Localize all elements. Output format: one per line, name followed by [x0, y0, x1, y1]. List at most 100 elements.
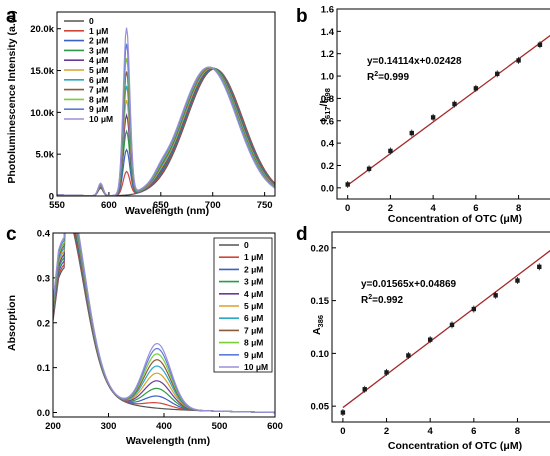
legend-entry: 4 μM: [244, 289, 263, 299]
d-data-point: [515, 278, 520, 283]
legend-entry: 1 μM: [89, 26, 108, 36]
b-data-point: [473, 86, 479, 91]
b-ytick-label: 1.6: [321, 5, 334, 16]
x-axis-label-c: Wavelength (nm): [126, 435, 210, 447]
d-data-point: [362, 387, 367, 392]
b-data-point: [345, 182, 350, 187]
y-axis-label-b-text: I617/I698: [318, 88, 332, 122]
a-xtick-label: 700: [205, 200, 221, 211]
legend-entry: 3 μM: [89, 45, 108, 55]
d-ytick-label: 0.05: [311, 402, 330, 413]
b-data-point: [430, 115, 436, 120]
panel-b: b Concentration of OTC (μM) I617/I698 0 2…: [296, 5, 550, 225]
b-xtick-label: 8: [516, 203, 521, 214]
b-xtick-label: 6: [473, 203, 478, 214]
d-xtick-label: 4: [428, 426, 434, 437]
c-ytick-label: 0.3: [37, 273, 50, 284]
c-xtick-label: 200: [45, 421, 61, 432]
legend-entry: 10 μM: [244, 362, 268, 372]
c-ytick-label: 0.0: [37, 408, 50, 419]
legend-entry: 6 μM: [244, 313, 263, 323]
plot-frame-c: [52, 232, 276, 418]
b-ytick-label: 0.4: [321, 139, 335, 150]
plot-frame-a: [56, 11, 276, 197]
b-data-point: [366, 166, 372, 172]
d-data-point: [449, 322, 455, 328]
legend-entry: 7 μM: [244, 325, 263, 335]
b-ytick-label: 1.0: [321, 72, 334, 83]
r-squared-d: R2=0.992: [361, 294, 403, 306]
d-data-point: [427, 337, 433, 342]
legend-a: 01 μM2 μM3 μM4 μM5 μM6 μM7 μM8 μM9 μM10 …: [64, 16, 113, 124]
d-data-point: [384, 370, 389, 375]
a-ytick-label: 20.0k: [30, 24, 54, 35]
c-xtick-label: 400: [156, 421, 172, 432]
panel-d: d Concentration of OTC (μM) A386 0246810…: [296, 224, 550, 452]
panel-letter-c: c: [6, 224, 17, 245]
legend-entry: 1 μM: [244, 252, 263, 262]
legend-entry: 0: [89, 16, 94, 26]
y-axis-label-c: Absorption: [6, 295, 18, 351]
y-axis-label-a: Photoluminescence Intensity (a.u.): [6, 10, 18, 183]
pl-curve: [57, 27, 275, 196]
legend-entry: 2 μM: [244, 264, 263, 274]
a-ytick-label: 0: [49, 192, 54, 203]
y-axis-label-d: A386: [311, 315, 325, 335]
legend-entry: 6 μM: [89, 75, 108, 85]
legend-entry: 9 μM: [244, 350, 263, 360]
panel-a: a Wavelength (nm) Photoluminescence Inte…: [6, 6, 276, 217]
d-xtick-label: 2: [384, 426, 389, 437]
abs-curve: [53, 233, 275, 414]
a-ytick-label: 5.0k: [36, 150, 55, 161]
b-xtick-label: 4: [430, 203, 436, 214]
fit-equation-d: y=0.01565x+0.04869: [361, 279, 457, 290]
a-ytick-label: 10.0k: [30, 108, 54, 119]
b-data-point: [452, 101, 457, 107]
legend-frame-c: [213, 237, 273, 373]
legend-entry: 4 μM: [89, 55, 108, 65]
legend-entry: 3 μM: [244, 277, 263, 287]
c-xtick-label: 500: [212, 421, 228, 432]
y-axis-label-b: I617/I698: [318, 88, 332, 122]
b-ytick-label: 0.6: [321, 116, 334, 127]
b-data-point: [516, 58, 521, 63]
d-ytick-label: 0.15: [311, 296, 330, 307]
c-xtick-label: 600: [267, 421, 283, 432]
r-squared-b: R2=0.999: [367, 71, 409, 83]
d-data-point: [406, 353, 411, 358]
b-xtick-label: 2: [388, 203, 393, 214]
x-axis-label-b: Concentration of OTC (μM): [388, 213, 522, 225]
y-axis-label-d-text: A386: [311, 315, 325, 335]
c-ytick-label: 0.4: [37, 229, 51, 240]
curves-c: [53, 233, 275, 414]
b-ytick-label: 1.2: [321, 49, 334, 60]
legend-entry: 8 μM: [244, 338, 263, 348]
a-ytick-label: 15.0k: [30, 66, 54, 77]
d-ytick-label: 0.10: [311, 349, 330, 360]
x-axis-label-a: Wavelength (nm): [125, 205, 209, 217]
b-ytick-label: 0.2: [321, 161, 334, 172]
panel-letter-b: b: [296, 6, 308, 27]
legend-entry: 5 μM: [244, 301, 263, 311]
b-data-point: [537, 42, 543, 47]
d-data-point: [493, 293, 498, 298]
c-ytick-label: 0.2: [37, 318, 50, 329]
legend-entry: 8 μM: [89, 94, 108, 104]
d-xtick-label: 0: [340, 426, 345, 437]
axis-ticks-d: 02468100.050.100.150.20: [311, 243, 521, 437]
a-xtick-label: 550: [49, 200, 65, 211]
legend-entry: 5 μM: [89, 65, 108, 75]
legend-entry: 9 μM: [89, 104, 108, 114]
x-axis-label-d: Concentration of OTC (μM): [388, 440, 522, 452]
a-xtick-label: 750: [257, 200, 273, 211]
panel-c: c Wavelength (nm) Absorption 200 300 400 50…: [6, 224, 283, 447]
legend-entry: 10 μM: [89, 114, 113, 124]
b-ytick-label: 1.4: [321, 27, 335, 38]
plot-b: [345, 34, 550, 188]
axis-ticks-a: 550 600 650 700 750 0 5.0k 10.0k 15.0k 20.0k: [30, 24, 272, 211]
d-fit-line: [342, 249, 550, 409]
b-data-point: [495, 71, 500, 77]
d-data-point: [340, 410, 346, 415]
legend-c: 0 1 μM 2 μM 3 μM 4 μM 5 μM 6 μM 7 μM 8 μM 9 μM 10 …: [213, 237, 273, 373]
legend-entry: 0: [244, 240, 249, 250]
